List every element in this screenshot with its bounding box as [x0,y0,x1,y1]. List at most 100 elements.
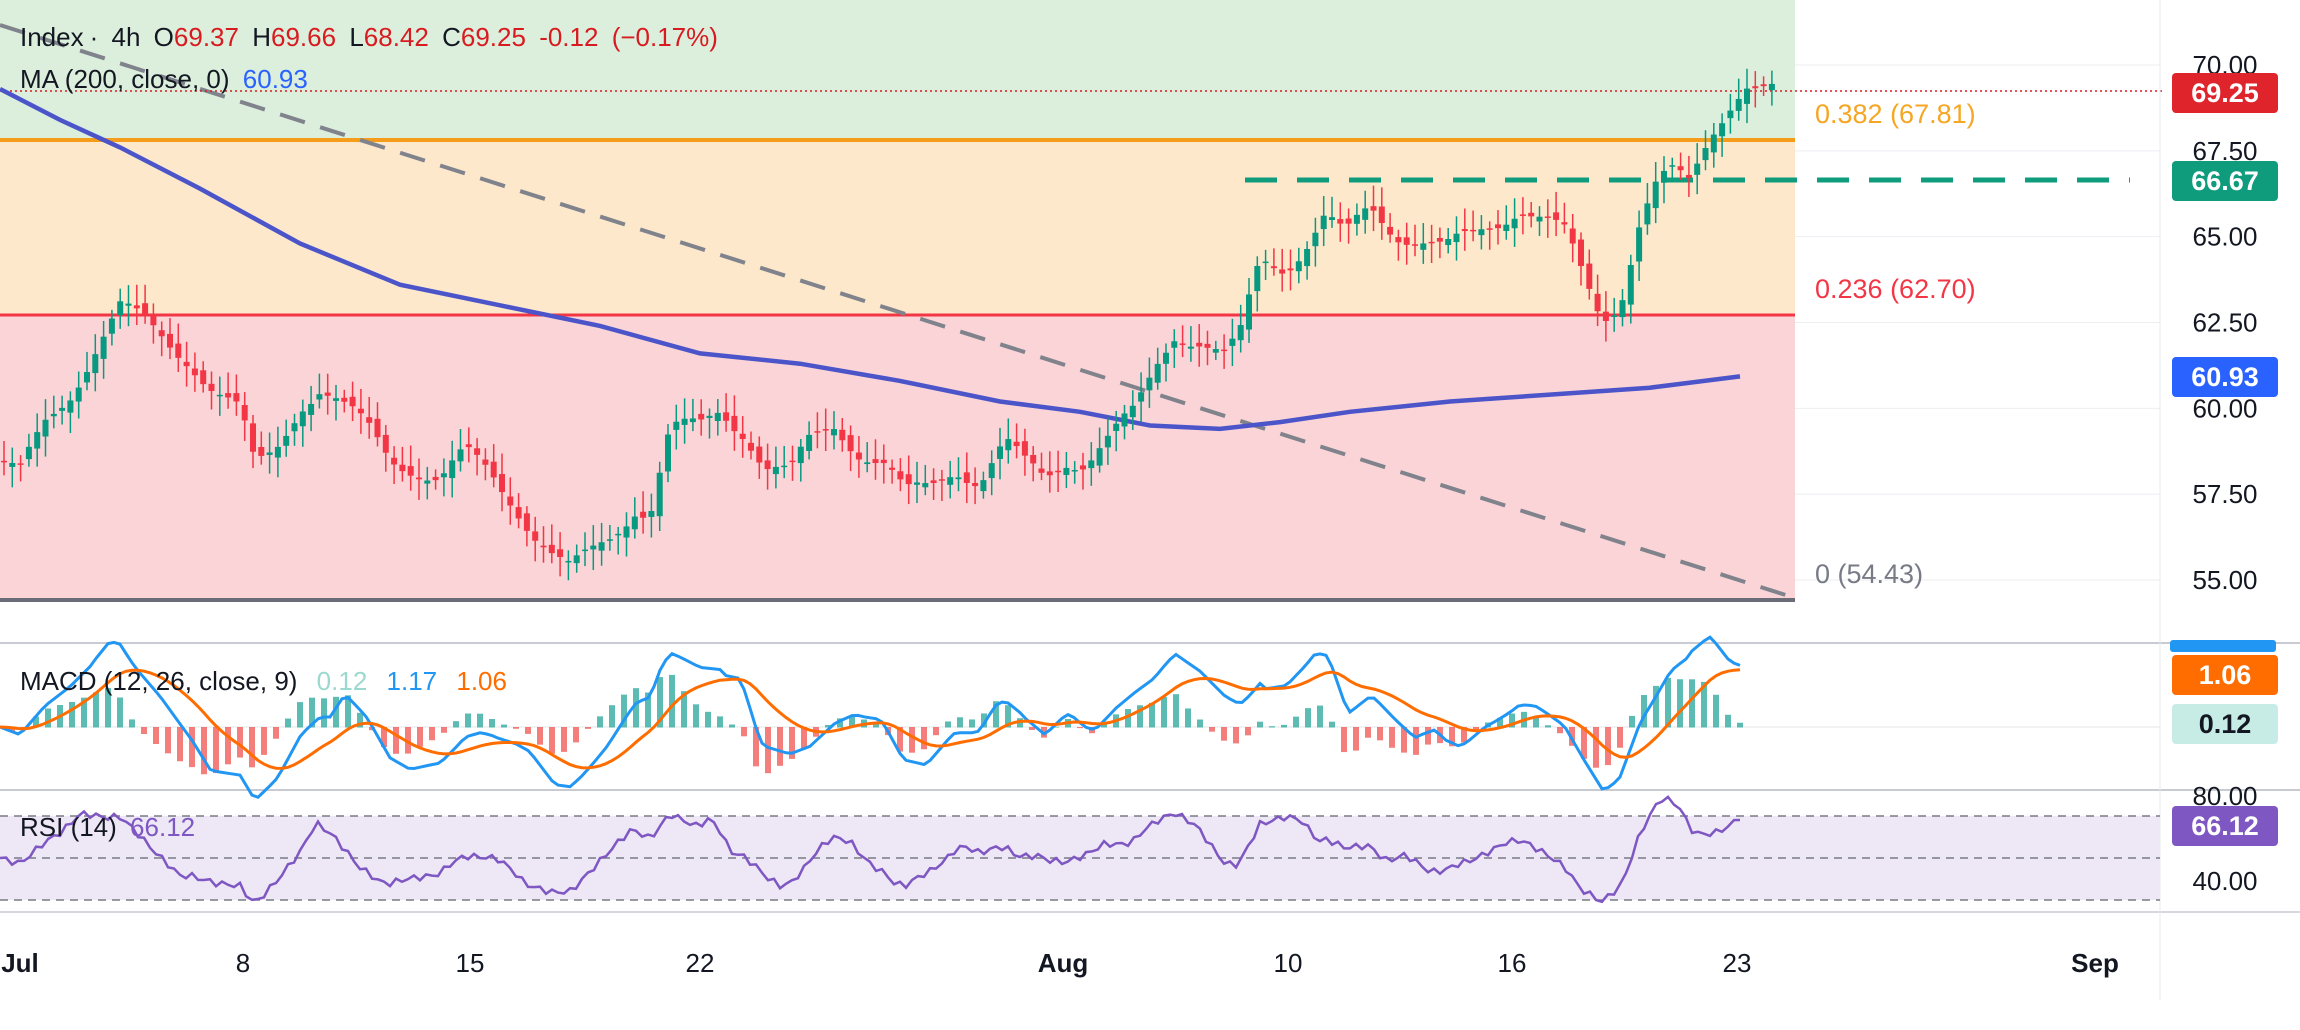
macd-hist-bar [921,727,927,750]
candle-body [1121,413,1128,427]
ma-label[interactable]: MA (200, close, 0) [20,64,230,94]
macd-hist-bar [273,727,279,739]
macd-hist-bar [909,727,915,753]
candle-body [1611,315,1618,317]
macd-legend: MACD (12, 26, close, 9) 0.12 1.17 1.06 [20,666,513,697]
candle-body [689,418,696,423]
candle-body [1694,163,1701,175]
candle-body [880,459,887,464]
macd-label[interactable]: MACD (12, 26, close, 9) [20,666,298,696]
macd-hist-bar [765,727,771,774]
time-tick-label: Jul [1,948,39,978]
macd-hist-bar [801,727,807,748]
candle-body [183,361,190,367]
macd-hist-bar [213,727,219,774]
rsi-tick-label: 40.00 [2192,866,2257,896]
candle-body [1295,261,1302,272]
candle-body [598,542,605,551]
macd-hist-bar [789,727,795,759]
interval-label[interactable]: 4h [111,22,141,52]
candle-body [1021,441,1028,456]
candle-body [349,396,356,407]
candle-body [806,434,813,451]
candle-body [1096,448,1103,466]
candle-body [1370,206,1377,211]
rsi-value-tag: 66.12 [2172,806,2278,846]
price-gridlines [1795,64,2160,581]
candle-body [1221,349,1228,352]
candle-body [631,516,638,530]
candle-body [1212,349,1219,353]
macd-hist-bar [357,712,363,728]
macd-hist-bar [669,674,675,728]
candle-body [457,449,464,462]
candle-body [142,303,149,316]
candle-body [1602,311,1609,321]
fib-382-label: 0.382 (67.81) [1815,99,1976,129]
price-tick-label: 60.00 [2192,393,2257,423]
macd-hist-bar [429,727,435,741]
candle-body [216,394,223,397]
macd-hist-bar [1653,685,1659,728]
candle-body [1744,88,1750,104]
candle-body [1453,233,1460,243]
candle-body [291,423,298,432]
candle-body [208,383,215,391]
candle-body [615,533,622,536]
candle-body [1163,352,1169,364]
candle-body [92,354,99,374]
candle-body [50,413,57,417]
last-price-tag: 69.25 [2172,73,2278,113]
candle-body [739,433,746,440]
macd-hist-bar [1341,727,1347,753]
macd-hist-bar [1257,721,1263,728]
candle-body [490,461,497,478]
macd-hist-bar [1605,727,1611,766]
candle-body [1171,341,1178,348]
macd-hist-bar [621,694,627,728]
candle-body [623,526,630,538]
candle-body [1353,214,1360,224]
macd-hist-bar [645,692,651,728]
candle-body [1055,470,1062,473]
candle-body [1412,244,1418,246]
macd-hist-bar [705,711,711,728]
candle-body [308,403,315,415]
candle-body [905,474,912,485]
candle-body [1420,243,1427,250]
candle-body [640,511,647,518]
macd-hist-bar [477,713,483,728]
candle-body [1005,439,1012,451]
candle-body [1080,465,1086,470]
candle-body [565,560,572,563]
macd-hist-bar [501,724,507,728]
macd-hist-bar [1053,726,1059,728]
candle-body [316,394,323,400]
macd-hist-bar [1641,695,1647,728]
macd-hist-value: 0.12 [316,666,368,696]
candle-body [1586,263,1593,289]
candle-body [9,462,16,467]
fib-zone-0-236 [0,315,1795,600]
candle-body [1528,212,1535,217]
rsi-label[interactable]: RSI (14) [20,812,117,842]
ma-legend: MA (200, close, 0) 60.93 [20,64,314,95]
high-label: H [252,22,271,52]
candle-body [698,413,705,420]
macd-hist-bar [309,697,315,728]
candle-body [366,417,373,423]
candle-body [582,549,588,552]
close-label: C [442,22,461,52]
candle-body [357,408,364,414]
macd-hist-bar [1593,727,1599,768]
candle-body [1279,269,1286,274]
candle-body [1636,227,1643,262]
candle-body [1661,170,1667,183]
candle-body [117,301,124,315]
candle-body [1403,237,1410,245]
symbol-name[interactable]: Index [20,22,84,52]
macd-hist-bar [585,727,591,729]
candle-body [1,460,7,463]
